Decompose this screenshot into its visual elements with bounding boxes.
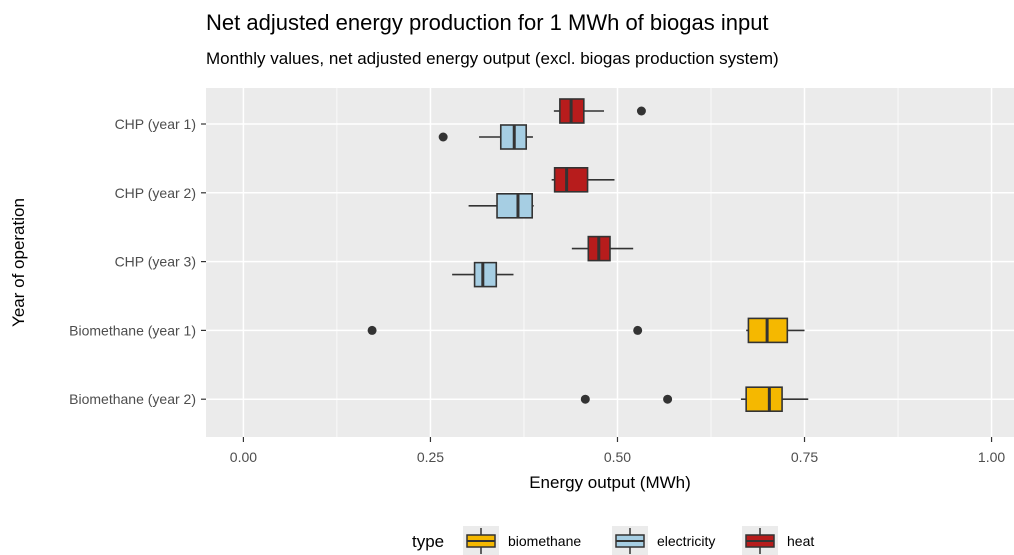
grid-lines (206, 88, 1014, 437)
y-axis-title: Year of operation (9, 198, 28, 327)
outlier-point (580, 394, 590, 404)
x-axis: 0.00 0.25 0.50 0.75 1.00 (230, 437, 1005, 465)
outlier-point (636, 106, 646, 116)
legend-key-heat (742, 526, 778, 555)
legend-label-biomethane: biomethane (508, 533, 581, 549)
box-electricity (468, 193, 534, 219)
box-iqr (473, 261, 498, 288)
x-axis-title: Energy output (MWh) (529, 473, 691, 492)
x-tick-label: 0.25 (417, 449, 444, 465)
legend-key-biomethane (463, 526, 499, 555)
outlier-point (438, 132, 448, 142)
box-electricity (438, 124, 533, 150)
y-axis: CHP (year 1) CHP (year 2) CHP (year 3) Biom… (69, 116, 206, 407)
chart-title: Net adjusted energy production for 1 MWh… (206, 10, 769, 35)
x-tick-label: 0.00 (230, 449, 257, 465)
legend: type biomethane electricity heat (412, 526, 814, 555)
boxplot-marks (367, 98, 809, 413)
box-iqr (496, 193, 533, 219)
y-tick-label: Biomethane (year 1) (69, 322, 196, 338)
box-heat (551, 167, 615, 193)
outlier-point (633, 325, 643, 335)
legend-key-electricity (612, 526, 648, 555)
box-heat (571, 235, 634, 262)
box-biomethane (367, 317, 805, 344)
legend-title: type (412, 532, 444, 551)
legend-label-electricity: electricity (657, 533, 715, 549)
box-biomethane (580, 386, 809, 413)
outlier-point (367, 325, 377, 335)
legend-label-heat: heat (787, 533, 814, 549)
x-tick-label: 1.00 (978, 449, 1005, 465)
y-tick-label: Biomethane (year 2) (69, 391, 196, 407)
box-iqr (745, 386, 783, 413)
x-tick-label: 0.75 (791, 449, 818, 465)
box-iqr (553, 167, 589, 193)
y-tick-label: CHP (year 1) (115, 116, 196, 132)
y-tick-label: CHP (year 2) (115, 185, 196, 201)
outlier-point (663, 394, 673, 404)
box-electricity (452, 261, 514, 288)
plot-panel (206, 88, 1014, 437)
chart-subtitle: Monthly values, net adjusted energy outp… (206, 49, 779, 68)
x-tick-label: 0.50 (604, 449, 631, 465)
box-heat (553, 98, 646, 124)
y-tick-label: CHP (year 3) (115, 254, 196, 270)
